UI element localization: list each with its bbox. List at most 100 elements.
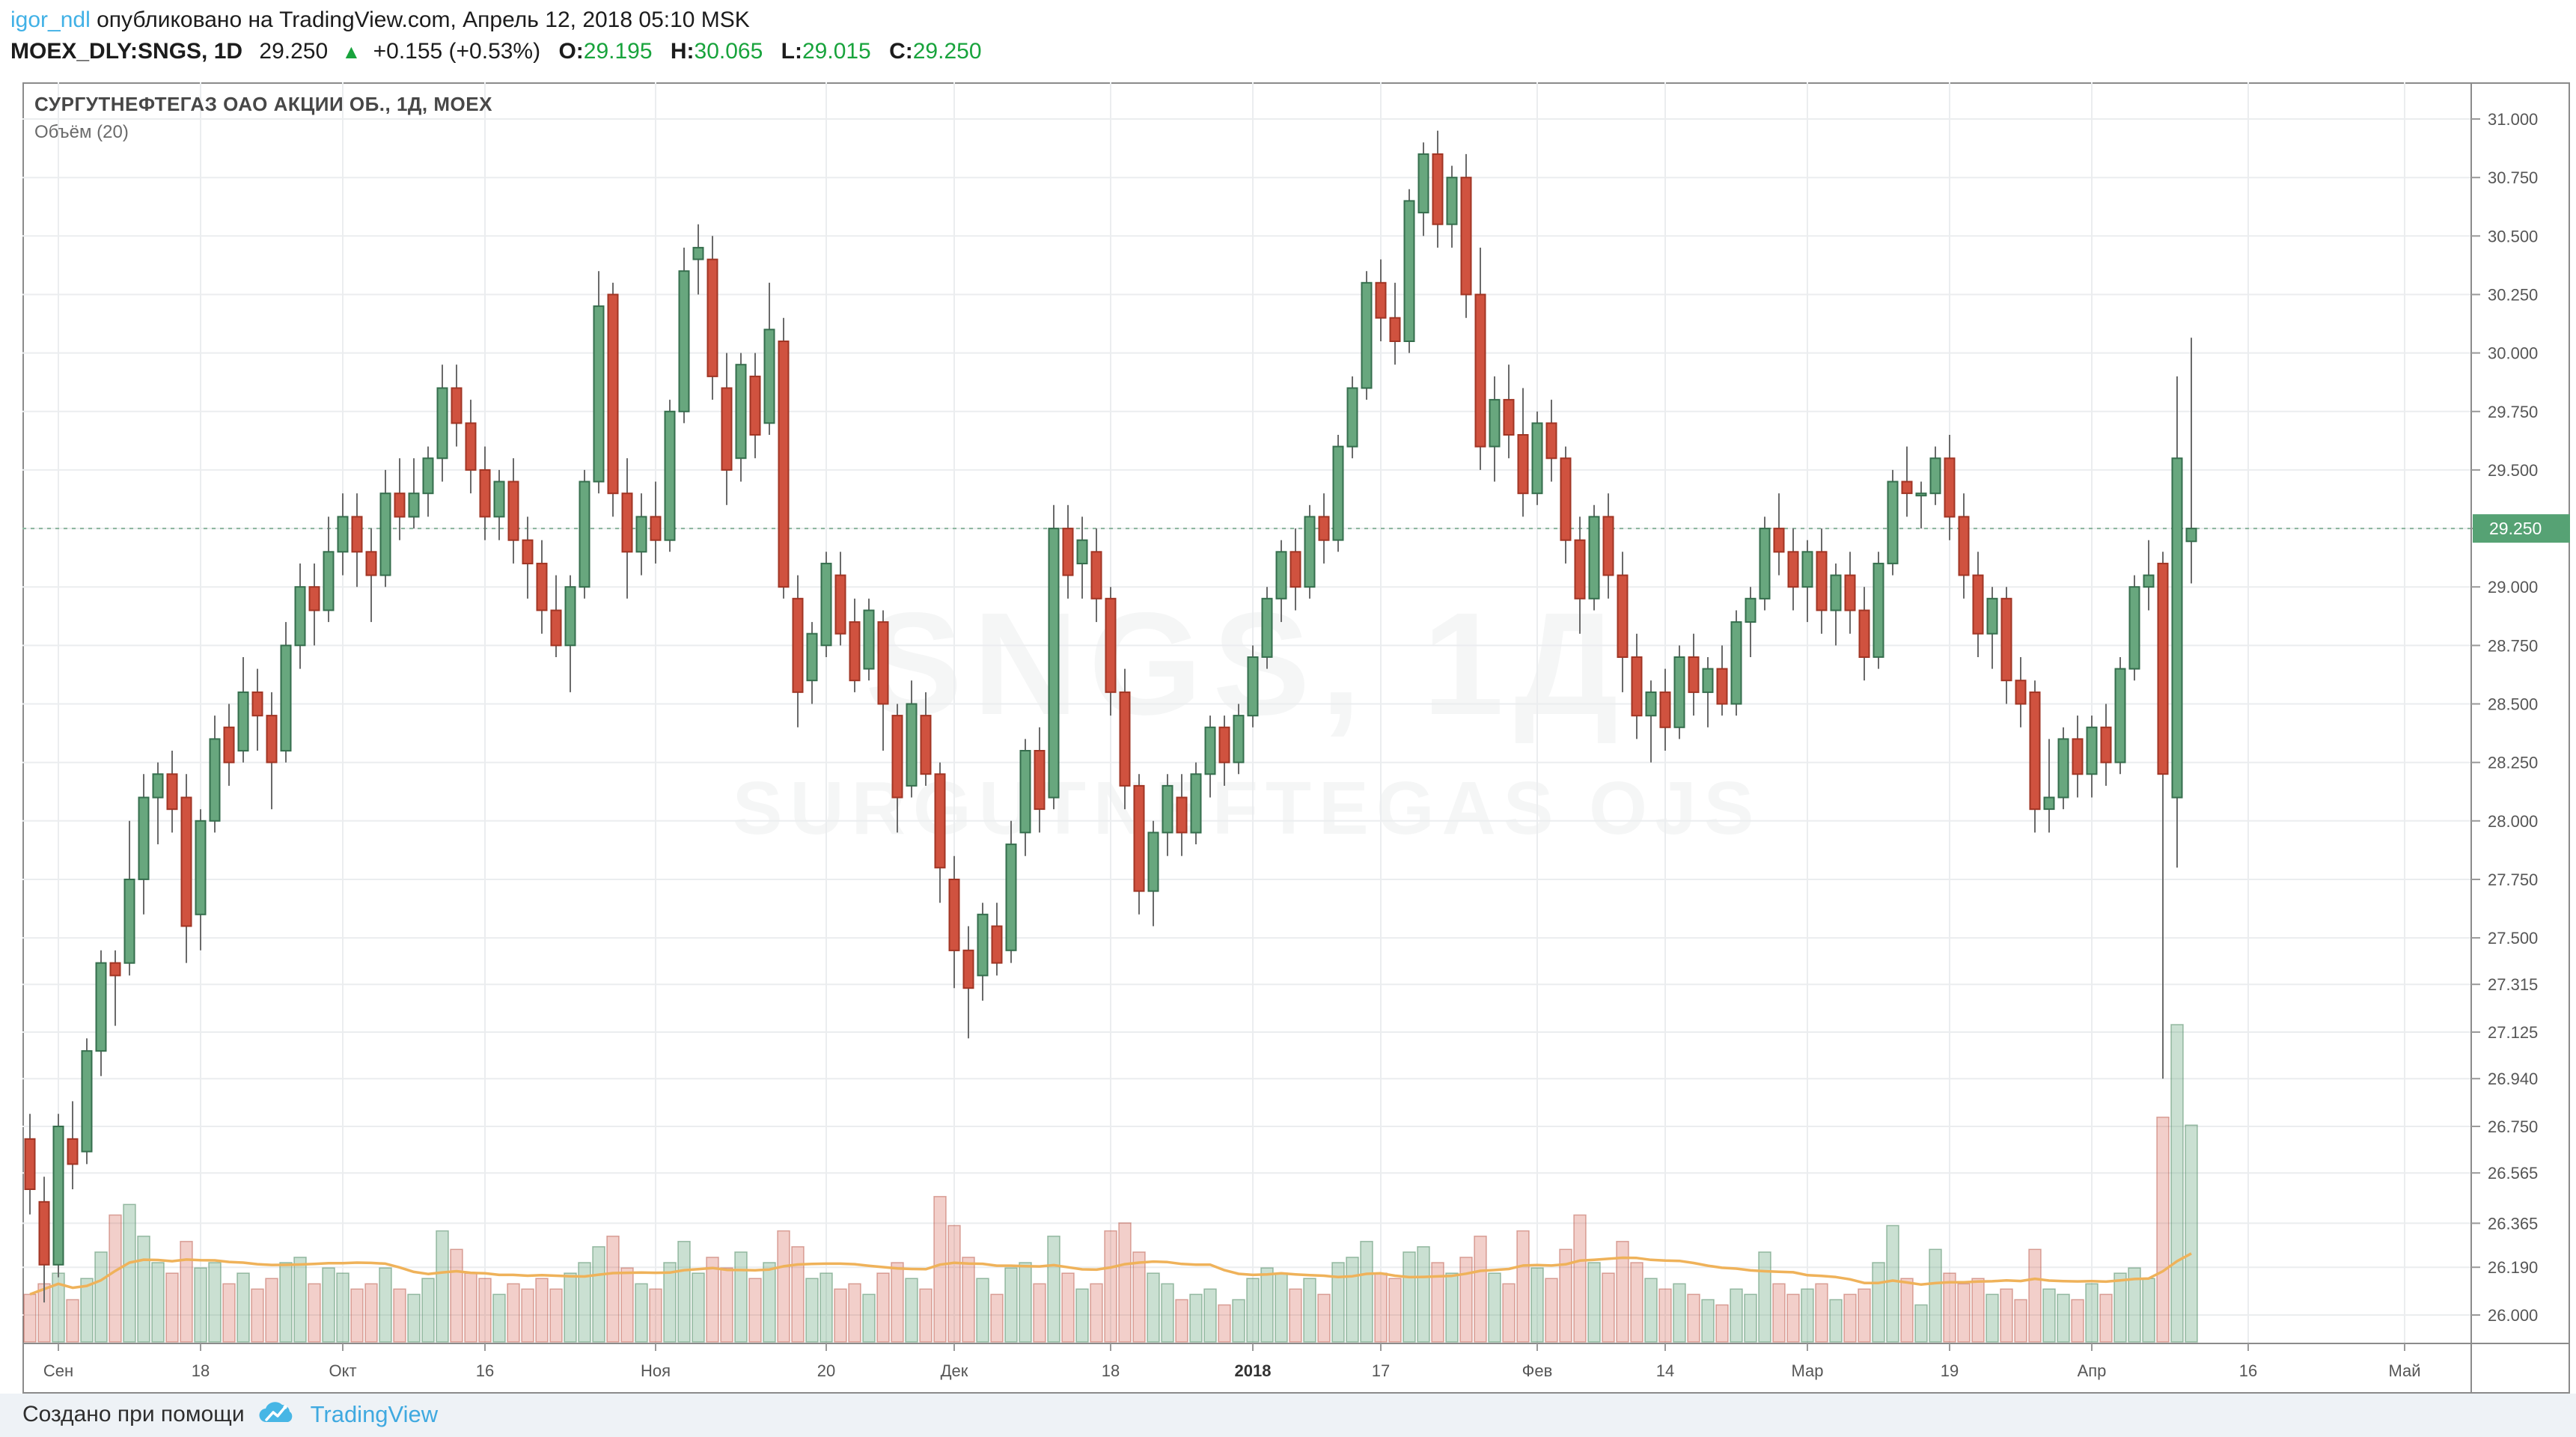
published-line: igor_ndl опубликовано на TradingView.com… [10, 4, 2405, 36]
candle-body [749, 375, 761, 436]
candle-body [1432, 153, 1444, 225]
volume-bar [1474, 1235, 1487, 1343]
volume-bar [379, 1267, 392, 1343]
candle-body [24, 1138, 36, 1191]
volume-bar [2071, 1299, 2084, 1343]
volume-bar [1360, 1240, 1373, 1343]
candle-body [152, 773, 164, 799]
volume-bar [165, 1272, 179, 1343]
volume-bar [2170, 1024, 2184, 1343]
price-tick-label: 26.000 [2488, 1306, 2538, 1325]
volume-bar [1232, 1299, 1245, 1343]
price-tick-label: 29.500 [2488, 461, 2538, 480]
volume-bar [1530, 1267, 1544, 1343]
chart-legend: СУРГУТНЕФТЕГАЗ ОАО АКЦИИ ОБ., 1Д, MOEX О… [34, 93, 492, 143]
username-link[interactable]: igor_ndl [10, 7, 91, 32]
volume-bar [2099, 1293, 2113, 1343]
volume-bar [251, 1288, 264, 1343]
candle-body [1915, 492, 1927, 497]
volume-indicator-label: Объём (20) [34, 122, 129, 142]
time-tick-label: 14 [1656, 1361, 1674, 1380]
volume-bar [180, 1240, 193, 1343]
volume-bar [1403, 1251, 1416, 1343]
tradingview-link[interactable]: TradingView [310, 1401, 439, 1427]
candle-body [1645, 691, 1657, 717]
volume-bar [1317, 1293, 1331, 1343]
candle-body [593, 305, 605, 483]
volume-bar [1132, 1251, 1146, 1343]
volume-bar [791, 1246, 805, 1343]
candle-body [67, 1138, 79, 1165]
volume-ma-line [29, 1252, 2192, 1296]
volume-bar [1246, 1278, 1260, 1343]
low-value: 29.015 [802, 39, 871, 64]
candle-body [635, 516, 647, 553]
candle-body [1574, 539, 1586, 599]
candle-body [308, 586, 320, 611]
price-tick-label: 28.000 [2488, 812, 2538, 831]
price-tick-label: 30.000 [2488, 344, 2538, 363]
candle-body [1005, 843, 1017, 951]
volume-bar [208, 1262, 222, 1343]
candle-body [1218, 726, 1230, 763]
volume-bar [1417, 1246, 1430, 1343]
price-tick-label: 26.190 [2488, 1258, 2538, 1277]
candle-body [522, 539, 534, 565]
created-with-text: Создано при помощи [22, 1402, 245, 1427]
close-value: 29.250 [912, 39, 982, 64]
volume-bar [421, 1278, 435, 1343]
volume-bar [1061, 1272, 1075, 1343]
candle-body [1503, 399, 1515, 436]
candle-body [52, 1126, 64, 1266]
volume-bar [891, 1262, 904, 1343]
candle-body [2128, 586, 2140, 670]
candle-body [1346, 387, 1358, 448]
volume-bars [23, 1024, 2198, 1343]
volume-bar [1687, 1293, 1700, 1343]
volume-bar [1075, 1288, 1089, 1343]
candle-body [479, 469, 491, 518]
price-axis[interactable]: 31.000 30.750 30.500 30.250 30.000 29.750 29.5… [2471, 110, 2570, 1325]
candle-body [1560, 457, 1572, 541]
volume-bar [834, 1288, 847, 1343]
candle-body [1446, 177, 1458, 225]
candle-body [451, 387, 463, 424]
volume-bar [1786, 1293, 1800, 1343]
candle-body [123, 879, 135, 964]
volume-bar [720, 1267, 733, 1343]
volume-bar [2156, 1116, 2170, 1343]
candle-body [465, 422, 477, 471]
candle-body [422, 457, 434, 495]
candle-body [294, 586, 306, 647]
time-tick-label: Апр [2078, 1361, 2107, 1380]
price-tick-label: 28.500 [2488, 695, 2538, 714]
candle-body [564, 586, 576, 647]
volume-bar [2085, 1283, 2099, 1343]
candle-body [1517, 434, 1529, 495]
volume-bar [364, 1283, 378, 1343]
price-tick-label: 29.750 [2488, 403, 2538, 421]
time-axis[interactable]: Сен 18 Окт 16 Ноя 20 Дек 18 2018 17 Фев 14 Мар 19 Апр 1… [43, 1343, 2421, 1380]
candle-body [1019, 750, 1031, 834]
volume-bar [1203, 1288, 1217, 1343]
candle-body [2086, 726, 2098, 775]
price-tick-label: 28.750 [2488, 636, 2538, 655]
price-tick-label: 26.365 [2488, 1214, 2538, 1233]
volume-bar [2185, 1124, 2198, 1343]
volume-bar [933, 1195, 947, 1343]
candle-body [1801, 551, 1813, 588]
candle-body [650, 516, 662, 541]
time-tick-label: Дек [941, 1361, 968, 1380]
candle-body [1119, 691, 1131, 787]
candle-body [493, 480, 505, 518]
price-tick-label: 29.000 [2488, 578, 2538, 597]
volume-bar [1772, 1283, 1786, 1343]
last-price: 29.250 [259, 39, 329, 64]
candle-body [1147, 832, 1159, 892]
volume-bar [1843, 1293, 1857, 1343]
volume-bar [1303, 1278, 1316, 1343]
candle-body [1105, 597, 1117, 693]
volume-bar [1175, 1299, 1188, 1343]
candle-body [1275, 551, 1287, 599]
volume-bar [279, 1262, 293, 1343]
